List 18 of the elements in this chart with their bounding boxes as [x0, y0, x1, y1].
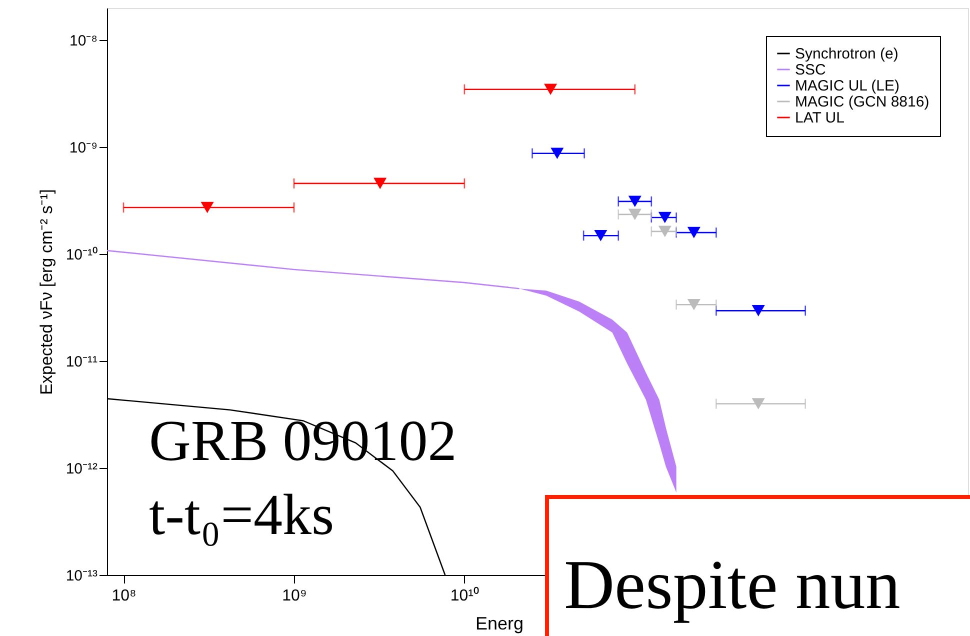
y-tick-label: 10⁻¹⁰ — [66, 246, 98, 264]
x-tick-label: 10¹⁰ — [450, 586, 480, 604]
legend-label: MAGIC (GCN 8816) — [795, 94, 930, 110]
legend-label: Synchrotron (e) — [795, 46, 898, 62]
y-tick-label: 10⁻⁸ — [69, 32, 98, 50]
legend-label: LAT UL — [795, 110, 844, 126]
x-tick-label: 10⁸ — [112, 588, 136, 604]
legend-label: MAGIC UL (LE) — [795, 78, 900, 94]
y-tick-label: 10⁻¹¹ — [66, 354, 98, 371]
x-axis-title: Energ — [476, 614, 524, 634]
x-tick-label: 10⁹ — [282, 588, 307, 604]
legend-label: SSC — [795, 62, 826, 78]
y-tick-label: 10⁻⁹ — [69, 140, 98, 157]
y-axis-title: Expected νFν [erg cm⁻² s⁻¹] — [36, 189, 56, 395]
y-tick-label: 10⁻¹² — [66, 460, 98, 478]
y-tick-label: 10⁻¹³ — [66, 568, 98, 584]
annotation: Despite nun — [564, 547, 900, 624]
annotation: t-t₀=4ks — [149, 482, 334, 547]
